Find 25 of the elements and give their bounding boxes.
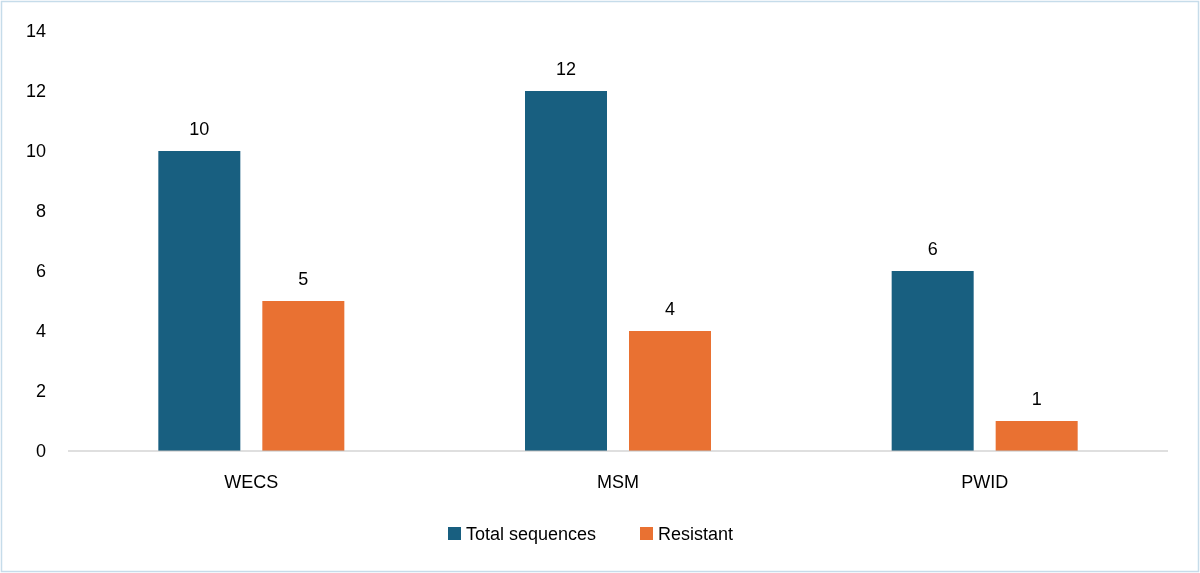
x-tick-label: WECS	[224, 472, 279, 493]
bar	[891, 271, 974, 451]
x-tick-label: PWID	[961, 472, 1009, 493]
y-tick-label: 2	[35, 381, 46, 402]
y-tick-label: 12	[25, 81, 46, 102]
y-tick-label: 10	[25, 141, 46, 162]
data-label: 4	[664, 299, 676, 319]
y-tick-label: 4	[35, 321, 46, 342]
data-label: 10	[189, 119, 210, 139]
data-label: 12	[555, 59, 577, 79]
y-tick-label: 6	[35, 261, 46, 282]
y-tick-label: 8	[35, 201, 46, 222]
y-tick-label: 14	[25, 21, 46, 42]
bar	[995, 421, 1078, 451]
y-tick-label: 0	[35, 441, 46, 462]
bar	[158, 151, 241, 451]
legend-label: Total sequences	[466, 524, 597, 545]
data-label: 6	[927, 239, 938, 259]
bar	[525, 91, 607, 451]
x-tick-label: MSM	[597, 472, 639, 493]
bar	[262, 301, 345, 451]
legend-label: Resistant	[658, 524, 734, 545]
data-label: 5	[298, 269, 309, 289]
data-label: 1	[1031, 389, 1042, 409]
bar	[629, 331, 711, 451]
